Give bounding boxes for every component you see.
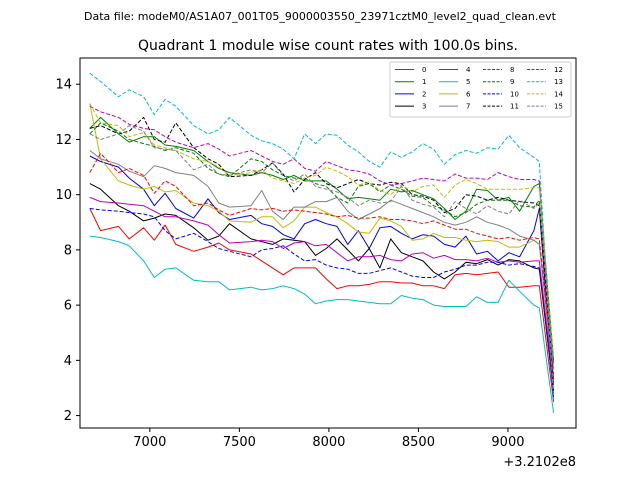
legend-label-1: 1 — [422, 78, 426, 86]
y-tick-label: 12 — [55, 133, 72, 148]
series-line-2 — [89, 155, 555, 400]
y-tick-label: 6 — [64, 299, 72, 314]
series-line-4 — [89, 196, 555, 386]
series-line-10 — [89, 208, 555, 394]
series-line-3 — [89, 183, 555, 391]
legend-label-14: 14 — [554, 90, 563, 98]
y-tick-label: 2 — [64, 409, 72, 424]
legend-box — [389, 61, 572, 118]
legend-label-7: 7 — [466, 103, 470, 111]
legend-label-12: 12 — [554, 66, 563, 74]
x-tick-label: 7000 — [133, 435, 166, 450]
series-line-15 — [89, 125, 555, 366]
series-line-6 — [89, 103, 555, 369]
y-tick-label: 8 — [64, 243, 72, 258]
series-line-11 — [89, 116, 555, 383]
series-line-8 — [89, 152, 555, 375]
series-line-9 — [89, 122, 555, 361]
series-line-5 — [89, 235, 555, 413]
legend-label-5: 5 — [466, 78, 470, 86]
legend-label-9: 9 — [510, 78, 514, 86]
legend-label-2: 2 — [422, 90, 426, 98]
legend-label-15: 15 — [554, 103, 563, 111]
legend-label-4: 4 — [466, 66, 471, 74]
legend-label-6: 6 — [466, 90, 471, 98]
legend-label-0: 0 — [422, 66, 426, 74]
series-line-12 — [89, 105, 555, 380]
x-offset-label: +3.2102e8 — [503, 455, 576, 470]
x-tick-label: 7500 — [223, 435, 256, 450]
x-tick-label: 8000 — [312, 435, 345, 450]
x-tick-label: 8500 — [402, 435, 435, 450]
y-tick-label: 10 — [55, 188, 72, 203]
y-tick-label: 14 — [55, 78, 72, 93]
legend-label-13: 13 — [554, 78, 563, 86]
series-line-1 — [89, 116, 555, 364]
legend-label-10: 10 — [510, 90, 519, 98]
x-tick-label: 9000 — [491, 435, 524, 450]
chart-suptitle: Data file: modeM0/AS1A07_001T05_90000035… — [84, 10, 557, 23]
series-layer — [89, 72, 555, 413]
legend-label-11: 11 — [510, 103, 519, 111]
legend-label-3: 3 — [422, 103, 426, 111]
chart-title: Quadrant 1 module wise count rates with … — [138, 38, 518, 54]
series-line-14 — [89, 103, 555, 358]
plot-frame — [79, 57, 577, 429]
series-line-13 — [89, 72, 555, 400]
series-line-0 — [89, 208, 555, 402]
legend-label-8: 8 — [510, 66, 514, 74]
y-tick-label: 4 — [64, 354, 72, 369]
